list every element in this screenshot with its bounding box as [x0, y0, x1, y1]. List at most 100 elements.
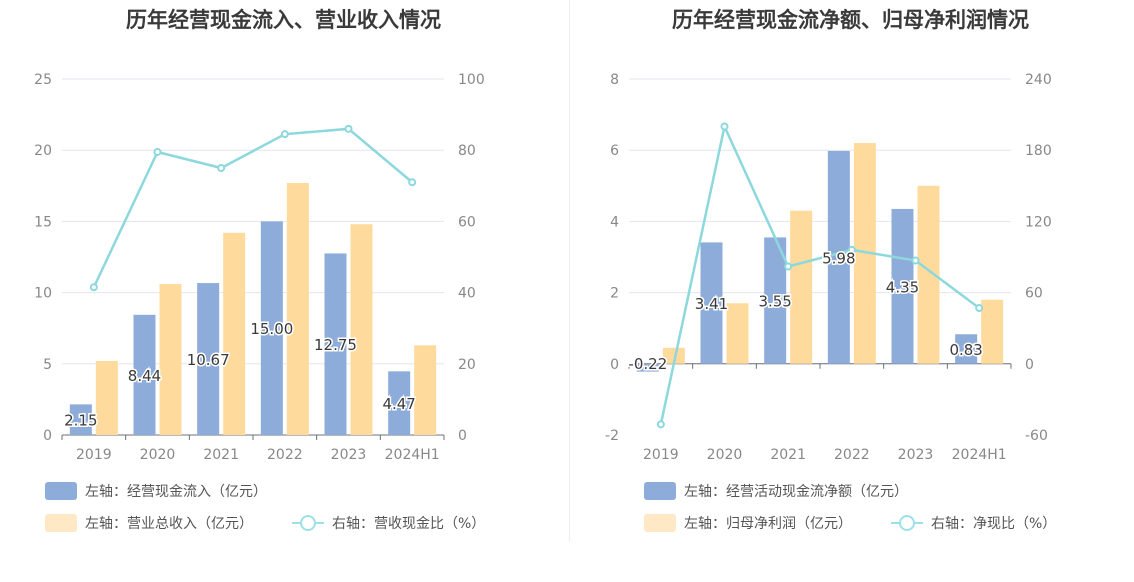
panel-divider: [569, 0, 570, 542]
legend-line-marker-icon: [292, 514, 324, 532]
legend-swatch: [45, 514, 77, 532]
left-bar-series1: [133, 314, 156, 435]
legend-swatch: [644, 482, 676, 500]
right-right-tick-label: -60: [1025, 428, 1048, 444]
right-line-point: [720, 122, 729, 131]
left-line-point: [89, 283, 98, 292]
left-bar-series2: [350, 224, 373, 435]
legend-label: 右轴：净现比（%）: [931, 516, 1057, 532]
legend-left-bar1[interactable]: 左轴：经营现金流入（亿元）: [45, 481, 267, 501]
left-line-series: [92, 127, 413, 288]
right-bar-series1: [700, 242, 723, 364]
legend-right-bar2[interactable]: 左轴：归母净利润（亿元）: [644, 513, 852, 533]
right-bar-series2: [981, 299, 1004, 364]
right-left-tick-label: 4: [610, 214, 619, 230]
legend-label: 左轴：经营现金流入（亿元）: [85, 484, 267, 500]
right-bar-series2: [726, 303, 749, 364]
right-line-point: [847, 245, 856, 254]
left-bar-series1: [197, 283, 220, 435]
right-bar-series1: [636, 363, 659, 372]
chart-right: 历年经营现金流净额、归母净利润情况 -2 -60 0 0 2 60 4 120 6 180 8 240…: [567, 0, 1134, 582]
left-right-tick-label: 100: [458, 72, 485, 88]
right-line-point: [975, 304, 984, 313]
right-left-tick-label: 0: [610, 357, 619, 373]
legend-label: 左轴：营业总收入（亿元）: [85, 516, 253, 532]
right-right-tick-label: 240: [1025, 72, 1052, 88]
legend-line-marker-icon: [891, 514, 923, 532]
left-data-label: 4.47: [382, 395, 415, 413]
right-line-point: [911, 256, 920, 265]
left-data-label: 8.44: [128, 367, 161, 385]
right-bar-series1: [955, 334, 978, 364]
legend-swatch: [45, 482, 77, 500]
right-x-tick-label: 2020: [707, 447, 743, 463]
left-line-point: [153, 147, 162, 156]
left-data-label: 10.67: [187, 351, 230, 369]
right-right-tick-label: 60: [1025, 286, 1043, 302]
right-x-tick-label: 2022: [834, 447, 870, 463]
chart-left-plot: 0 0 5 20 10 40 15 60 20 80 25 100 2019 2020 2021 2022 20…: [34, 72, 485, 463]
left-bar-series1: [388, 371, 411, 435]
left-right-tick-label: 20: [458, 357, 476, 373]
legend-label: 右轴：营收现金比（%）: [332, 516, 486, 532]
left-left-tick-label: 5: [43, 357, 52, 373]
legend-label: 左轴：经营活动现金流净额（亿元）: [684, 484, 908, 500]
left-data-label: 2.15: [64, 412, 97, 430]
left-x-tick-label: 2023: [331, 447, 367, 463]
left-data-label: 12.75: [314, 336, 357, 354]
right-right-tick-label: 120: [1025, 214, 1052, 230]
right-data-label: 4.35: [886, 278, 919, 296]
right-right-tick-label: 180: [1025, 143, 1052, 159]
left-x-tick-label: 2020: [140, 447, 176, 463]
left-bar-series2: [159, 284, 182, 435]
left-bar-series2: [286, 182, 309, 435]
left-x-tick-label: 2024H1: [385, 447, 440, 463]
right-left-tick-label: 2: [610, 286, 619, 302]
left-bar-series1: [324, 253, 347, 435]
legend-swatch: [644, 514, 676, 532]
right-data-label: 0.83: [949, 341, 982, 359]
chart-left: 历年经营现金流入、营业收入情况 0 0 5 20 10 40 15 60 20 80 25 100 20…: [34, 8, 485, 533]
left-bar-series2: [95, 360, 118, 435]
left-line-point: [280, 130, 289, 139]
right-bar-series1: [764, 237, 787, 364]
left-right-tick-label: 60: [458, 214, 476, 230]
right-bar-series2: [853, 143, 876, 364]
left-line-point: [408, 178, 417, 187]
chart-right-title: 历年经营现金流净额、归母净利润情况: [672, 8, 1029, 32]
right-data-label: 3.55: [758, 293, 791, 311]
left-line-point: [344, 124, 353, 133]
right-line-point: [656, 420, 665, 429]
legend-right-bar1[interactable]: 左轴：经营活动现金流净额（亿元）: [644, 481, 908, 501]
left-left-tick-label: 15: [34, 214, 52, 230]
right-bar-series1: [891, 208, 914, 364]
left-x-tick-label: 2021: [203, 447, 239, 463]
right-x-tick-label: 2021: [770, 447, 806, 463]
right-line-point: [784, 262, 793, 271]
left-x-tick-label: 2019: [76, 447, 112, 463]
right-left-tick-label: 6: [610, 143, 619, 159]
left-right-tick-label: 80: [458, 143, 476, 159]
legend-left-bar2[interactable]: 左轴：营业总收入（亿元）: [45, 513, 253, 533]
right-bar-series1: [827, 150, 850, 364]
left-line-point: [217, 164, 226, 172]
right-x-tick-label: 2024H1: [952, 447, 1007, 463]
left-left-tick-label: 25: [34, 72, 52, 88]
left-bar-series2: [223, 232, 246, 435]
chart-left-title: 历年经营现金流入、营业收入情况: [126, 8, 441, 32]
left-left-tick-label: 0: [43, 428, 52, 444]
right-data-label: 3.41: [695, 295, 728, 313]
legend-label: 左轴：归母净利润（亿元）: [684, 516, 852, 532]
legend-right-line[interactable]: 右轴：净现比（%）: [891, 513, 1056, 533]
left-right-tick-label: 40: [458, 286, 476, 302]
left-right-tick-label: 0: [458, 428, 467, 444]
right-data-label: 5.98: [822, 249, 855, 267]
right-x-tick-label: 2019: [643, 447, 679, 463]
legend-left-line[interactable]: 右轴：营收现金比（%）: [292, 513, 485, 533]
chart-right-plot: -2 -60 0 0 2 60 4 120 6 180 8 240 2019 2020 2021 2022 20…: [605, 72, 1052, 463]
right-x-tick-label: 2023: [898, 447, 934, 463]
left-left-tick-label: 10: [34, 286, 52, 302]
left-data-label: 15.00: [250, 320, 293, 338]
left-bar-series1: [260, 221, 283, 435]
left-x-tick-label: 2022: [267, 447, 303, 463]
